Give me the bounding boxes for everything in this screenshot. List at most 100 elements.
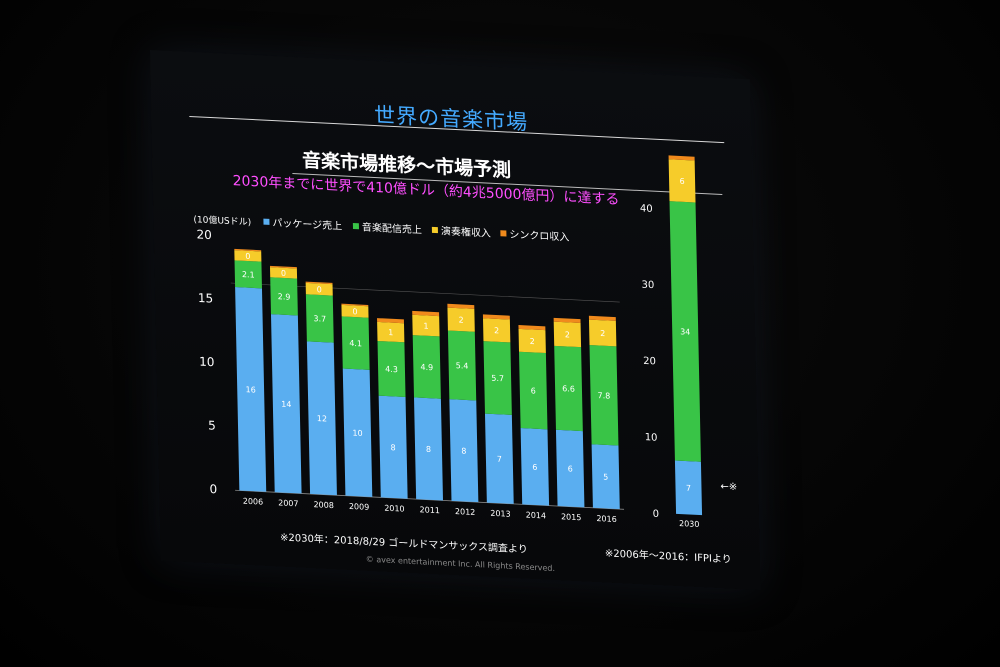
side-bar-segment: [669, 201, 701, 462]
x-tick-label: 2014: [526, 511, 547, 521]
data-label: 4.1: [349, 339, 362, 349]
bar-segment: [519, 351, 548, 430]
bar-segment: [305, 294, 334, 343]
data-label: 12: [317, 414, 327, 423]
side-data-label: 6: [679, 177, 684, 186]
bar-segment: [520, 428, 550, 506]
bar-segment: [306, 341, 337, 496]
data-label: 6: [531, 386, 536, 395]
x-tick-label: 2016: [596, 514, 617, 524]
legend-swatch: [431, 226, 438, 234]
bar-segment: [270, 314, 302, 494]
side-y-tick-label: 10: [645, 432, 658, 444]
data-label: 7.8: [598, 391, 611, 401]
data-label: 3.7: [313, 314, 326, 324]
side-data-label: 7: [686, 484, 691, 493]
bar-segment: [553, 321, 582, 348]
data-label: 14: [281, 400, 291, 409]
bar-segment: [589, 345, 619, 446]
data-label: 10: [352, 429, 362, 438]
bar-segment: [269, 265, 297, 269]
bar-segment: [412, 310, 440, 317]
side-bar-segment: [668, 159, 696, 203]
data-label: 2: [494, 326, 499, 335]
legend-label: 音楽配信売上: [362, 220, 422, 236]
data-label: 6: [532, 463, 537, 472]
bar-segment: [342, 368, 373, 497]
side-y-tick-label: 30: [641, 280, 654, 292]
bar-segment: [518, 328, 546, 354]
bar-segment: [588, 319, 617, 347]
y-tick-label: 0: [209, 482, 217, 496]
data-label: 2: [600, 329, 605, 338]
bar-segment: [412, 335, 441, 399]
bar-segment: [341, 303, 369, 307]
x-tick-label: 2011: [420, 505, 441, 515]
data-label: 0: [317, 285, 322, 294]
bar-segment: [341, 304, 369, 318]
data-label: 2: [530, 337, 535, 346]
data-label: 1: [423, 321, 428, 330]
bar-segment: [414, 397, 444, 501]
legend-label: 演奏権収入: [441, 224, 491, 239]
data-label: 7: [497, 455, 502, 464]
bar-segment: [591, 444, 620, 510]
y-tick-label: 10: [199, 354, 215, 369]
x-tick-label: 2012: [455, 507, 476, 517]
bar-segment: [377, 318, 404, 324]
y-unit-label: (10億USドル): [193, 213, 251, 228]
bar-segment: [235, 287, 267, 492]
y-tick-label: 20: [196, 227, 212, 242]
bar-segment: [378, 395, 408, 499]
projector-screen: 世界の音楽市場 音楽市場推移～市場予測 2030年までに世界で410億ドル（約4…: [150, 50, 761, 591]
data-label: 0: [245, 252, 250, 261]
y-tick-label: 5: [208, 418, 216, 432]
side-y-tick-label: 40: [640, 203, 653, 215]
x-tick-label: 2009: [349, 502, 370, 512]
bar-segment: [270, 277, 298, 316]
data-label: 5.7: [491, 374, 504, 384]
x-tick-label: 2013: [490, 509, 511, 519]
data-label: 6.6: [562, 384, 575, 394]
data-label: 6: [568, 464, 573, 473]
bar-segment: [412, 314, 440, 337]
y-tick-label: 15: [198, 291, 214, 306]
bar-segment: [234, 260, 262, 289]
data-label: 4.9: [420, 363, 433, 373]
bar-segment: [518, 325, 546, 331]
data-label: 16: [245, 385, 255, 394]
x-tick-label: 2015: [561, 512, 582, 522]
legend-swatch: [352, 222, 359, 230]
bar-segment: [483, 341, 512, 415]
legend-swatch: [263, 218, 270, 225]
bar-segment: [449, 399, 479, 503]
bar-segment: [555, 429, 585, 508]
arrow-note: ←※: [720, 481, 737, 493]
bar-segment: [234, 250, 262, 262]
bar-segment: [447, 303, 475, 309]
side-x-tick-label: 2030: [679, 519, 700, 529]
data-label: 2.9: [278, 292, 291, 302]
data-label: 4.3: [385, 365, 398, 375]
side-y-tick-label: 20: [643, 356, 656, 368]
bar-segment: [305, 281, 333, 285]
bar-segment: [377, 321, 405, 343]
bar-segment: [305, 282, 333, 296]
x-tick-label: 2007: [278, 498, 299, 508]
side-y-tick-label: 0: [653, 509, 660, 520]
x-tick-label: 2008: [313, 500, 334, 510]
bar-segment: [270, 267, 298, 279]
data-label: 2: [565, 330, 570, 339]
data-label: 1: [388, 328, 393, 337]
bar-segment: [484, 413, 514, 504]
side-data-label: 34: [680, 327, 690, 336]
data-label: 2.1: [242, 270, 255, 280]
data-label: 2: [458, 316, 463, 325]
bar-segment: [588, 315, 616, 321]
x-tick-label: 2010: [384, 504, 405, 514]
side-bar-segment: [668, 155, 695, 161]
data-label: 0: [281, 269, 286, 278]
legend-label: シンクロ収入: [509, 229, 569, 244]
bar-segment: [341, 316, 370, 370]
